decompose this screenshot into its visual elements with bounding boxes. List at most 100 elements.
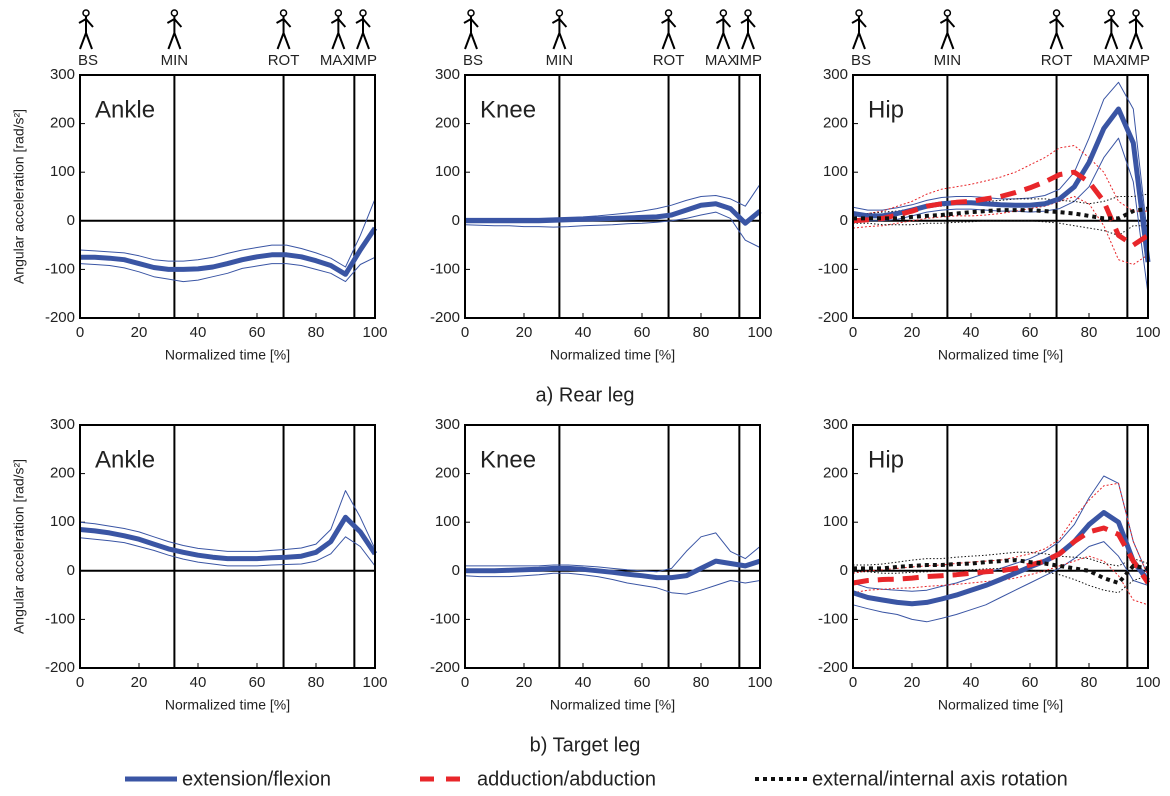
x-tick-label: 100 [1135, 674, 1160, 691]
panel-title: Knee [480, 96, 536, 123]
y-tick-label: -100 [430, 610, 460, 627]
series-line [79, 514, 378, 562]
y-tick-label: 300 [435, 66, 460, 83]
stick-figure [661, 16, 677, 50]
plot-frame [464, 74, 761, 319]
stick-figure [1049, 16, 1065, 50]
x-tick-label: 100 [747, 324, 772, 341]
y-tick-label: 0 [452, 562, 460, 579]
y-tick-label: 300 [50, 416, 75, 433]
y-tick-label: -200 [818, 309, 848, 326]
x-axis-label: Normalized time [%] [938, 697, 1063, 713]
x-tick-label: 40 [963, 324, 980, 341]
series-line [852, 169, 1150, 248]
x-axis-label: Normalized time [%] [550, 347, 675, 363]
y-tick-label: -200 [45, 659, 75, 676]
phase-label: MAX [705, 52, 738, 69]
x-tick-label: 0 [461, 324, 469, 341]
series-line [852, 525, 1151, 586]
band-line [464, 211, 761, 248]
panel-title: Hip [868, 96, 904, 123]
y-tick-label: 200 [823, 465, 848, 482]
y-tick-label: 300 [823, 416, 848, 433]
band-line [79, 256, 376, 283]
x-tick-label: 0 [76, 674, 84, 691]
band-line [853, 145, 1148, 214]
x-tick-label: 60 [634, 674, 651, 691]
band-line [852, 81, 1149, 241]
band-line [79, 198, 376, 268]
stick-figure [1132, 9, 1140, 17]
stick-figure [276, 16, 292, 50]
band-line [852, 196, 1149, 265]
stick-figure [330, 16, 347, 50]
x-tick-label: 80 [1081, 674, 1098, 691]
series-line [853, 558, 1149, 585]
series-line [852, 106, 1151, 263]
x-tick-label: 40 [190, 324, 207, 341]
x-tick-label: 40 [575, 324, 592, 341]
x-tick-label: 20 [131, 674, 148, 691]
panel-title: Ankle [95, 446, 155, 473]
x-tick-label: 100 [362, 324, 387, 341]
plot-frame [464, 424, 761, 669]
row-caption: b) Target leg [530, 734, 641, 756]
phase-label: MAX [320, 52, 353, 69]
y-tick-label: -200 [45, 309, 75, 326]
x-tick-label: 20 [904, 674, 921, 691]
panel-title: Hip [868, 446, 904, 473]
y-tick-label: 300 [435, 416, 460, 433]
x-tick-label: 80 [693, 674, 710, 691]
x-tick-label: 60 [634, 324, 651, 341]
stick-figure [1052, 9, 1061, 17]
row-caption: a) Rear leg [536, 384, 635, 406]
plot-frame [852, 424, 1149, 669]
panel-title: Ankle [95, 96, 155, 123]
x-tick-label: 20 [516, 674, 533, 691]
x-tick-label: 60 [1022, 674, 1039, 691]
y-axis-label: Angular acceleration [rad/s²] [11, 109, 27, 284]
stick-figure [1107, 9, 1116, 17]
phase-label: IMP [350, 52, 377, 69]
x-tick-label: 20 [904, 324, 921, 341]
plot-frame [852, 74, 1149, 319]
phase-label: MIN [161, 52, 189, 69]
x-tick-label: 80 [1081, 324, 1098, 341]
stick-figure [166, 16, 183, 50]
x-tick-label: 60 [249, 324, 266, 341]
x-tick-label: 80 [693, 324, 710, 341]
x-tick-label: 40 [190, 674, 207, 691]
phase-label: BS [463, 52, 483, 69]
phase-label: IMP [1123, 52, 1150, 69]
x-tick-label: 0 [461, 674, 469, 691]
band-line [79, 536, 376, 567]
stick-figure [359, 9, 367, 17]
band-line [79, 490, 376, 552]
y-tick-label: -200 [430, 659, 460, 676]
x-tick-label: 100 [362, 674, 387, 691]
y-tick-label: 300 [50, 66, 75, 83]
x-tick-label: 20 [516, 324, 533, 341]
x-tick-label: 100 [747, 674, 772, 691]
x-axis-label: Normalized time [%] [550, 697, 675, 713]
x-tick-label: 40 [963, 674, 980, 691]
y-tick-label: -100 [45, 260, 75, 277]
phase-label: ROT [1041, 52, 1073, 69]
y-tick-label: 100 [50, 513, 75, 530]
stick-figure [555, 9, 564, 17]
band-line [852, 475, 1149, 592]
y-tick-label: -100 [818, 260, 848, 277]
x-tick-label: 40 [575, 674, 592, 691]
stick-figure [463, 16, 479, 50]
x-tick-label: 0 [76, 324, 84, 341]
series-line [80, 226, 378, 277]
stick-figure [855, 9, 863, 17]
stick-figure [1103, 16, 1120, 50]
phase-label: IMP [735, 52, 762, 69]
band-line [853, 567, 1149, 594]
x-tick-label: 60 [249, 674, 266, 691]
x-tick-label: 0 [849, 674, 857, 691]
y-tick-label: -100 [818, 610, 848, 627]
stick-figure [334, 9, 343, 17]
